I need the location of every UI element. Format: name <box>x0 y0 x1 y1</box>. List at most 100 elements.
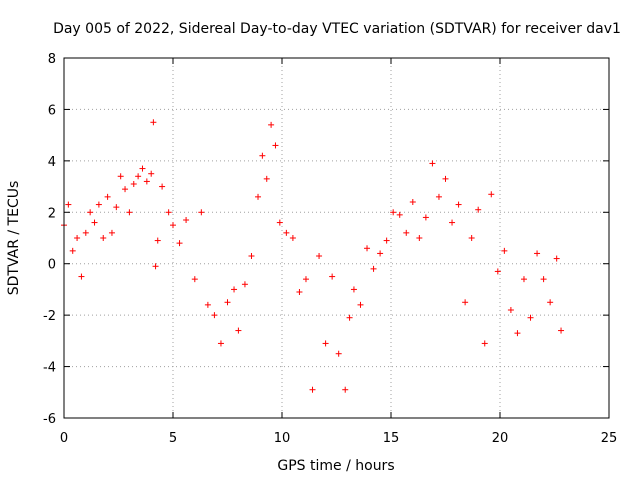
data-point <box>122 186 129 193</box>
data-point <box>335 350 342 357</box>
x-tick-label: 25 <box>601 431 618 446</box>
data-point <box>558 327 565 334</box>
data-point <box>235 327 242 334</box>
data-point <box>108 229 115 236</box>
data-point <box>309 386 316 393</box>
data-point <box>527 314 534 321</box>
y-tick-label: 8 <box>48 52 56 67</box>
data-point <box>148 170 155 177</box>
data-point <box>65 201 72 208</box>
plot-frame <box>63 57 610 419</box>
x-tick-label: 10 <box>274 431 291 446</box>
data-point <box>322 340 329 347</box>
data-point <box>494 268 501 275</box>
data-point <box>224 299 231 306</box>
data-point <box>289 235 296 241</box>
data-point <box>165 209 172 216</box>
data-point <box>316 253 323 259</box>
data-point <box>78 273 85 280</box>
data-point <box>104 193 111 200</box>
x-tick-label: 5 <box>169 431 177 446</box>
data-point <box>403 229 410 236</box>
y-tick-label: -4 <box>43 361 56 376</box>
data-point <box>350 286 357 293</box>
data-point <box>547 299 554 306</box>
data-point <box>231 286 238 293</box>
data-point <box>390 209 397 216</box>
data-point <box>276 219 283 226</box>
data-point <box>135 173 142 180</box>
y-tick-label: 0 <box>48 258 56 273</box>
data-point <box>283 229 290 236</box>
grid-layer <box>64 58 609 418</box>
data-point <box>113 204 120 211</box>
data-point <box>211 312 218 319</box>
data-point <box>449 219 456 226</box>
data-point <box>507 307 514 313</box>
data-point <box>520 276 527 283</box>
data-point <box>302 276 309 283</box>
data-point <box>150 119 157 126</box>
x-axis-label: GPS time / hours <box>277 458 394 474</box>
data-point <box>204 301 211 308</box>
data-point <box>69 247 76 254</box>
data-point <box>272 142 279 149</box>
data-point <box>143 178 150 185</box>
tick-layer: 0 5 10 15 20 25 -6 -4 -2 0 2 4 6 8 <box>43 52 617 446</box>
data-point <box>87 209 94 216</box>
data-point <box>377 250 384 257</box>
chart-title: Day 005 of 2022, Sidereal Day-to-day VTE… <box>53 21 621 37</box>
x-tick-label: 20 <box>492 431 509 446</box>
data-point <box>255 193 262 200</box>
y-tick-label: 2 <box>48 206 56 221</box>
data-point <box>117 173 124 180</box>
data-point <box>475 206 482 213</box>
data-point <box>100 235 107 241</box>
data-point <box>442 175 449 182</box>
data-point <box>370 265 377 272</box>
points-layer <box>61 119 565 393</box>
data-point <box>409 199 416 205</box>
data-point <box>435 193 442 200</box>
data-point <box>462 299 469 306</box>
data-point <box>501 247 508 254</box>
data-point <box>342 386 349 393</box>
data-point <box>130 181 137 187</box>
data-point <box>422 214 429 221</box>
data-point <box>217 340 224 347</box>
data-point <box>514 330 521 337</box>
data-point <box>152 263 159 270</box>
data-point <box>91 219 98 226</box>
data-point <box>74 235 81 241</box>
data-point <box>396 211 403 218</box>
data-point <box>296 289 303 295</box>
data-point <box>346 314 353 321</box>
data-point <box>198 209 205 216</box>
y-tick-label: -6 <box>43 412 56 427</box>
data-point <box>259 152 266 159</box>
data-point <box>159 183 166 190</box>
data-point <box>191 276 198 283</box>
y-tick-label: 6 <box>48 103 56 118</box>
data-point <box>416 235 423 241</box>
data-point <box>488 191 495 198</box>
data-point <box>534 250 541 257</box>
x-tick-label: 0 <box>60 431 68 446</box>
data-point <box>481 340 488 347</box>
data-point <box>248 253 255 259</box>
data-point <box>268 121 275 128</box>
data-point <box>364 245 371 252</box>
data-point <box>170 222 176 229</box>
x-tick-label: 15 <box>383 431 400 446</box>
y-tick-label: 4 <box>48 155 56 170</box>
data-point <box>176 240 183 247</box>
data-point <box>82 229 89 236</box>
data-point <box>468 235 475 241</box>
data-point <box>241 281 248 288</box>
y-tick-label: -2 <box>43 309 56 324</box>
data-point <box>455 201 462 208</box>
data-point <box>263 175 270 182</box>
data-point <box>95 201 102 208</box>
data-point <box>553 255 560 262</box>
